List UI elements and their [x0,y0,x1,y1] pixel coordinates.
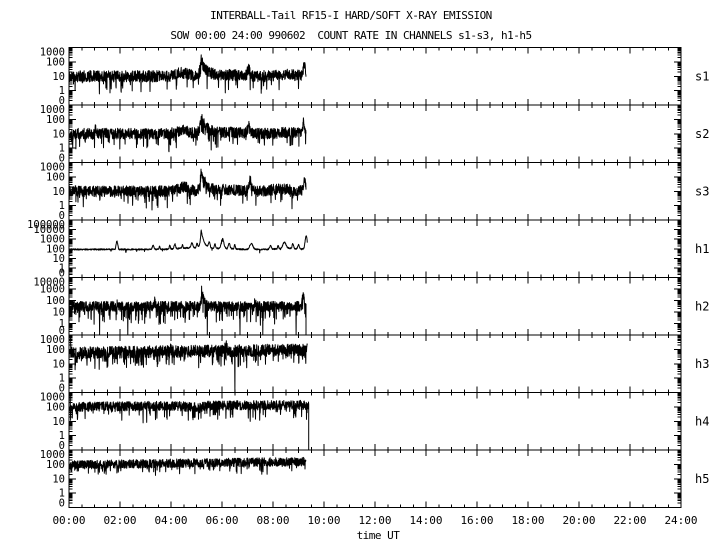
y-tick-label: 100 [46,243,65,255]
chart-subtitle: SOW 00:00 24:00 990602 COUNT RATE IN CHA… [170,29,532,42]
channel-label-s2: s2 [695,127,709,141]
trace-s2 [68,114,307,153]
y-tick-label: 1000 [40,449,65,461]
y-tick-label: 100 [46,401,65,413]
x-tick-label: 22:00 [613,514,646,527]
x-tick-label: 16:00 [460,514,493,527]
panel-ticks-s3 [68,162,682,221]
y-tick-label: 1000 [40,104,65,116]
channel-label-h4: h4 [695,414,709,428]
trace-h4 [68,392,310,450]
x-tick-label: 06:00 [205,514,238,527]
y-tick-label: 0 [59,95,65,107]
y-tick-label: 1 [59,262,65,274]
channel-label-h3: h3 [695,357,709,371]
trace-s3 [68,168,307,211]
y-tick-label: 100000 [27,219,65,231]
x-tick-label: 00:00 [52,514,85,527]
y-tick-label: 0 [59,440,65,452]
y-tick-label: 0 [59,268,65,280]
y-tick-label: 1000 [40,47,65,59]
x-tick-label: 04:00 [154,514,187,527]
y-tick-label: 1 [59,373,65,385]
panel-ticks-h3 [68,334,682,393]
axis-tick-labels: 10001001010s110001001010s210001001010s31… [27,47,709,528]
y-tick-label: 10 [52,358,65,370]
channel-label-s1: s1 [695,69,709,83]
y-tick-label: 10 [52,71,65,83]
y-tick-label: 10 [52,186,65,198]
panel-ticks-s2 [68,104,682,163]
y-tick-label: 100 [46,114,65,126]
panel-ticks-h4 [68,392,682,451]
channel-label-h2: h2 [695,299,709,313]
chart-title: INTERBALL-Tail RF15-I HARD/SOFT X-RAY EM… [210,9,492,22]
y-tick-label: 10 [52,128,65,140]
trace-s1 [68,54,307,95]
panel-ticks-h2 [68,277,682,336]
traces [68,54,310,476]
channel-label-h5: h5 [695,472,709,486]
y-tick-label: 1 [59,200,65,212]
x-tick-label: 18:00 [511,514,544,527]
y-tick-label: 0 [59,325,65,337]
y-tick-label: 100 [46,459,65,471]
y-tick-label: 100 [46,56,65,68]
y-tick-label: 0 [59,153,65,165]
y-tick-label: 10 [52,416,65,428]
y-tick-label: 0 [59,498,65,510]
y-tick-label: 10000 [33,277,65,289]
y-tick-label: 1000 [40,334,65,346]
y-tick-label: 1000 [40,234,65,246]
panel-frame-h3 [68,334,682,393]
trace-h3 [68,335,308,393]
y-tick-label: 100 [46,344,65,356]
y-tick-label: 100 [46,295,65,307]
trace-h2 [68,285,307,336]
panel-frame-h5 [68,449,682,508]
x-tick-label: 14:00 [409,514,442,527]
axis-ticks [68,47,682,508]
y-tick-label: 0 [59,383,65,395]
channel-label-s3: s3 [695,184,709,198]
y-tick-label: 1 [59,430,65,442]
panel-ticks-s1 [68,47,682,106]
panel-ticks-h1 [68,219,682,278]
y-tick-label: 1 [59,318,65,330]
y-tick-label: 10000 [33,224,65,236]
x-tick-label: 12:00 [358,514,391,527]
y-tick-label: 1 [59,143,65,155]
x-tick-label: 20:00 [562,514,595,527]
y-tick-label: 10 [52,473,65,485]
channel-label-h1: h1 [695,242,709,256]
y-tick-label: 1000 [40,162,65,174]
y-tick-label: 1000 [40,284,65,296]
y-tick-label: 10 [52,307,65,319]
x-axis-label: time UT [356,529,400,542]
y-tick-label: 1000 [40,392,65,404]
y-tick-label: 0 [59,210,65,222]
x-tick-label: 10:00 [307,514,340,527]
x-tick-label: 24:00 [664,514,697,527]
x-tick-label: 08:00 [256,514,289,527]
y-tick-label: 1 [59,85,65,97]
panel-frame-h4 [68,392,682,451]
y-tick-label: 1 [59,488,65,500]
x-tick-label: 02:00 [103,514,136,527]
trace-h5 [68,456,307,476]
y-tick-label: 10 [52,253,65,265]
panel-ticks-h5 [68,449,682,508]
y-tick-label: 100 [46,171,65,183]
trace-h1 [68,229,308,254]
